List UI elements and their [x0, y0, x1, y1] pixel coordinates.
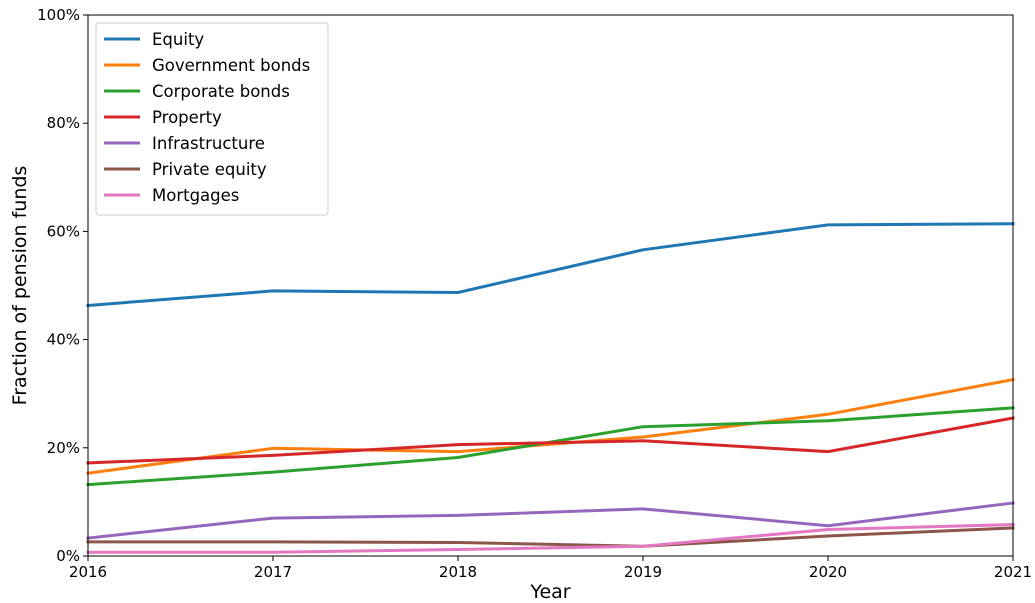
plot-frame [87, 14, 1014, 557]
legend-label: Infrastructure [152, 134, 265, 153]
series-line-corporate-bonds [86, 406, 1015, 487]
x-tick-label: 2020 [809, 563, 847, 581]
legend-box [95, 22, 329, 216]
x-tick-label: 2018 [439, 563, 477, 581]
legend-label: Mortgages [152, 186, 239, 205]
series-line-government-bonds [86, 377, 1015, 475]
y-axis-ticks: 0% 20% 40% 60% 80% 100% [37, 6, 88, 565]
legend-label: Equity [152, 30, 204, 49]
x-axis-label: Year [529, 581, 570, 603]
x-axis-ticks: 2016 2017 2018 2019 2020 2021 [69, 556, 1032, 581]
legend-label: Property [152, 108, 222, 127]
y-tick-label: 80% [47, 114, 80, 132]
series-line-private-equity [86, 526, 1015, 548]
y-tick-label: 60% [47, 222, 80, 240]
y-axis-label: Fraction of pension funds [9, 166, 31, 406]
series-line-equity [86, 222, 1015, 308]
x-tick-label: 2019 [624, 563, 662, 581]
x-tick-label: 2016 [69, 563, 107, 581]
series-line-property [86, 416, 1015, 465]
series-line-infrastructure [86, 501, 1015, 540]
series-line-mortgages [86, 523, 1015, 554]
y-tick-label: 0% [56, 547, 80, 565]
series-lines [86, 222, 1015, 554]
legend-label: Government bonds [152, 56, 310, 75]
legend: Equity Government bonds Corporate bonds Pro… [95, 22, 329, 216]
y-tick-label: 40% [47, 331, 80, 349]
legend-label: Corporate bonds [152, 82, 290, 101]
x-tick-label: 2021 [994, 563, 1032, 581]
x-tick-label: 2017 [254, 563, 292, 581]
y-tick-label: 100% [37, 6, 80, 24]
legend-label: Private equity [152, 160, 267, 179]
y-tick-label: 20% [47, 439, 80, 457]
